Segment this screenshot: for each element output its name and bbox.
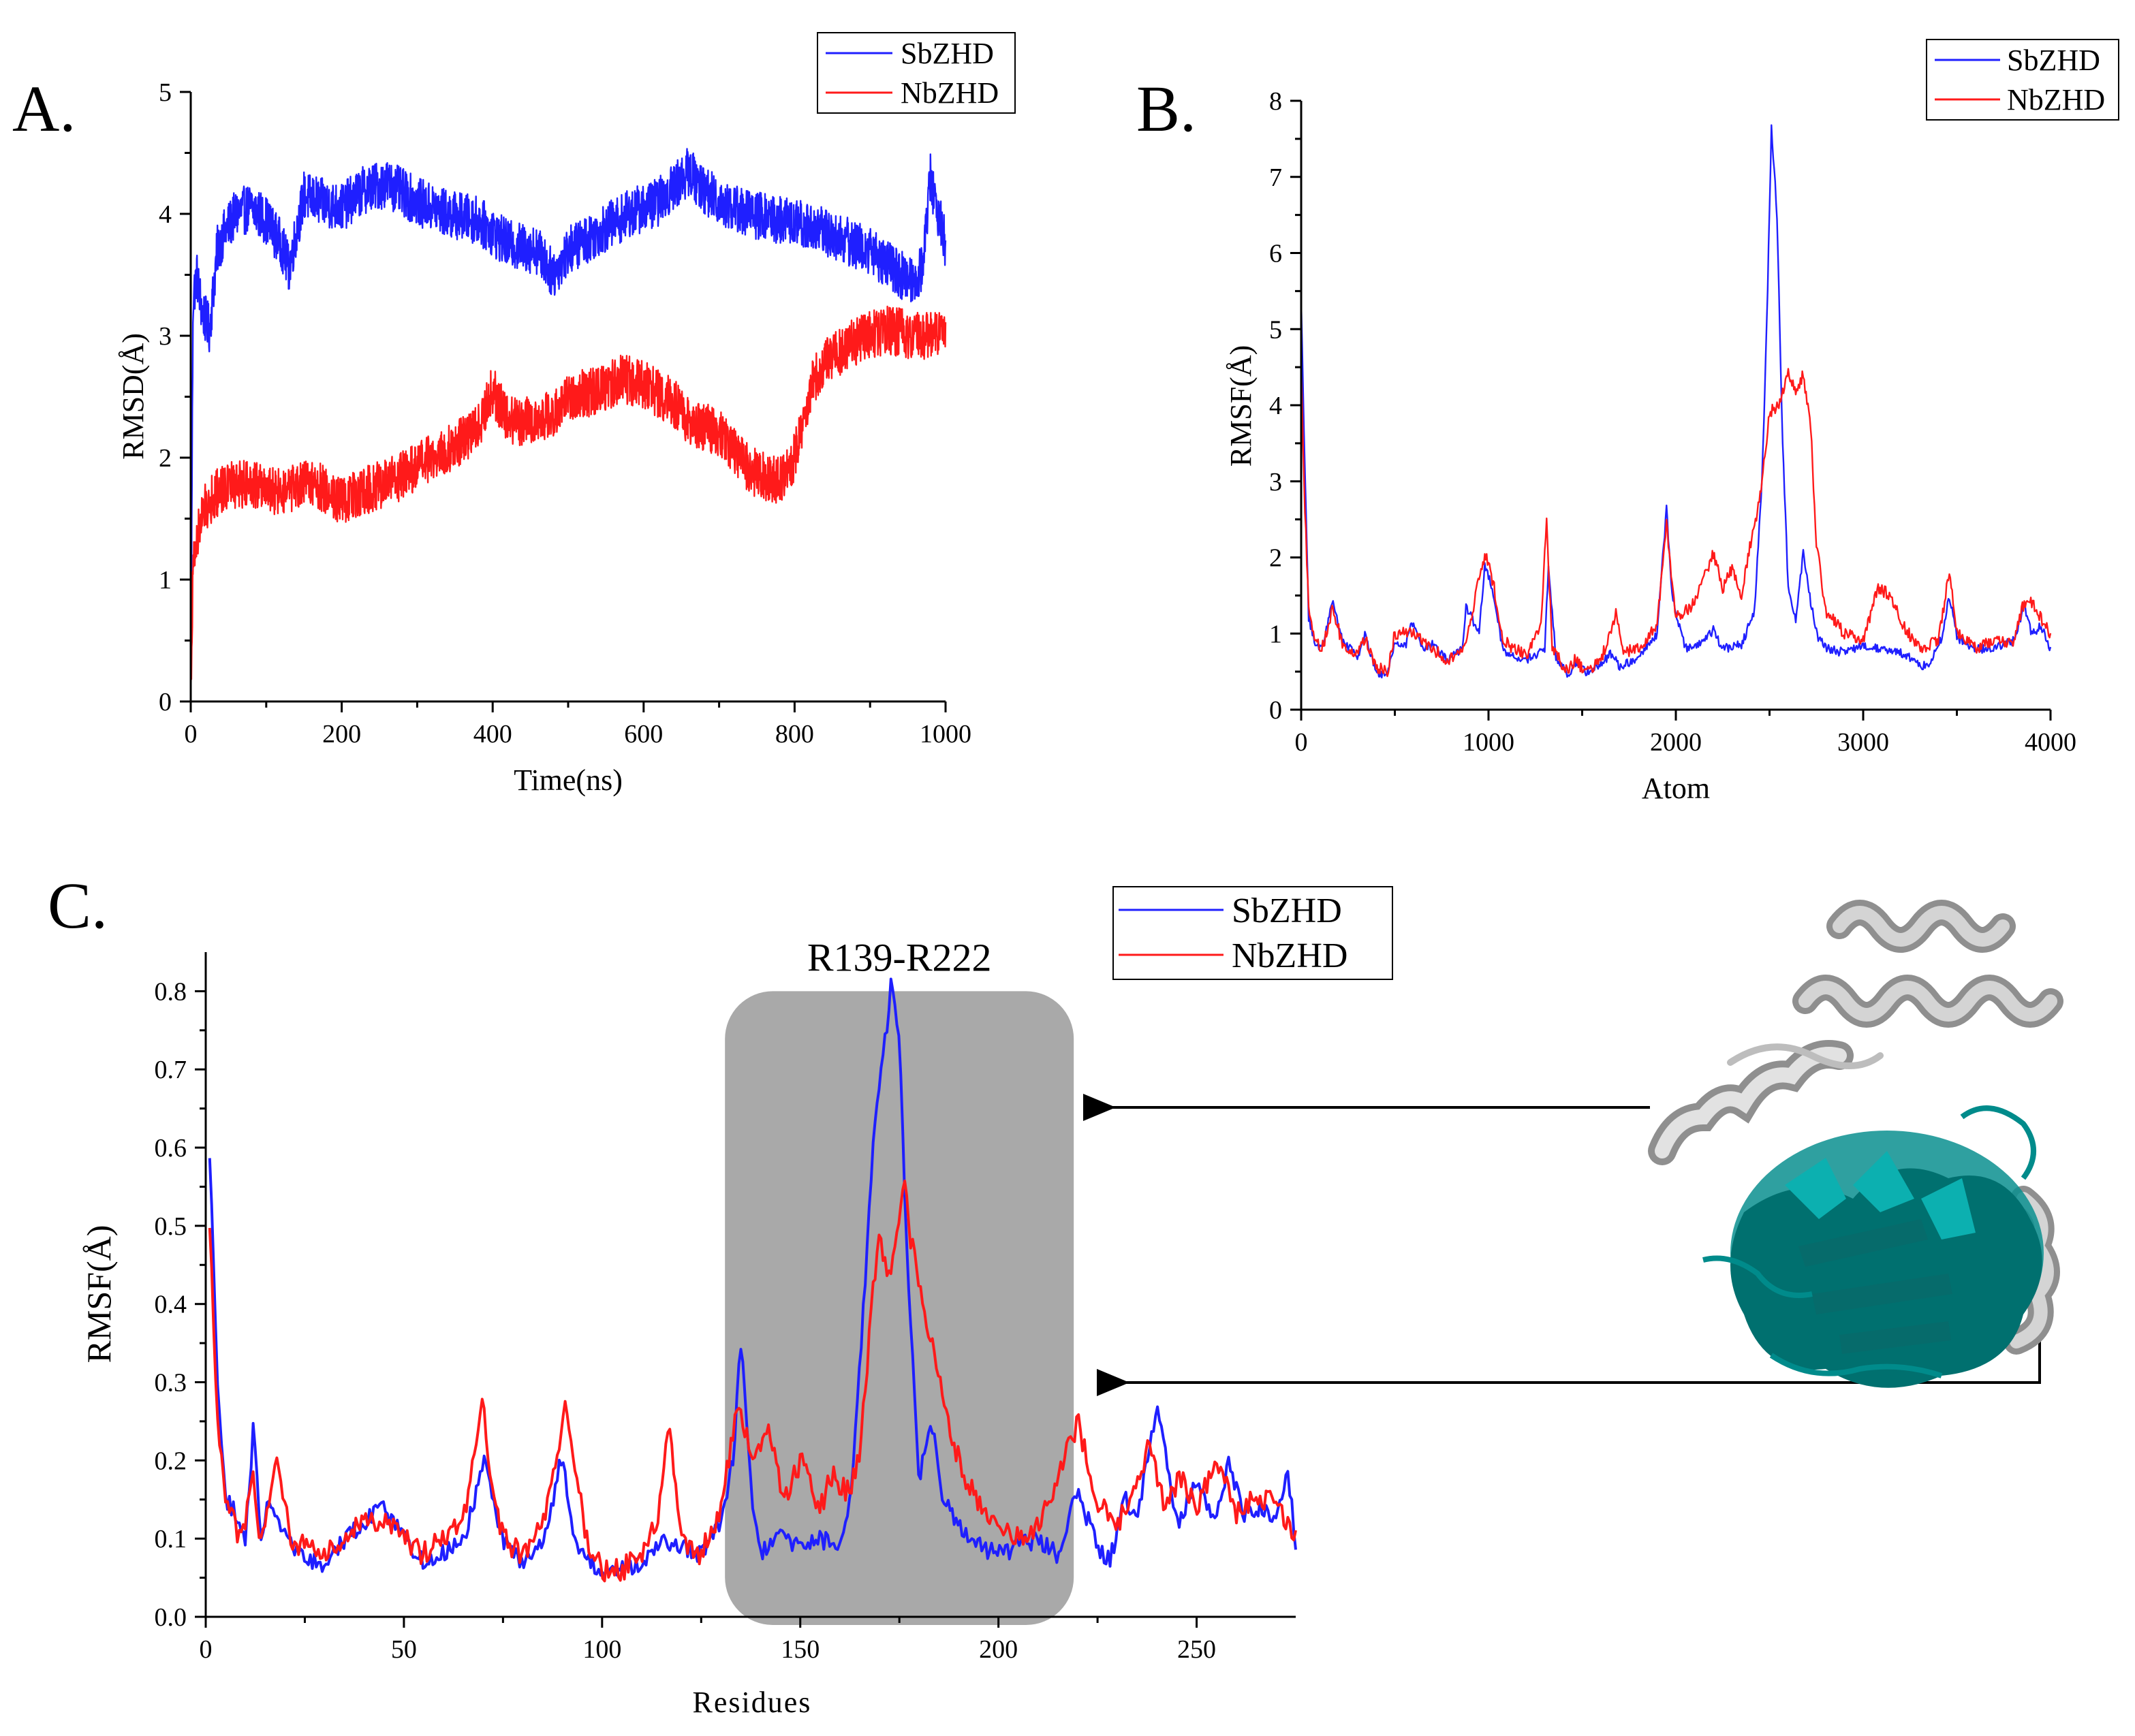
panel-a-y-tick-label: 1	[159, 566, 172, 595]
panel-c-ticks: 0 50 100 150 200 250 0.0 0.1 0.2 0.3 0.4 0.5 0.6 0.7 0…	[155, 977, 1217, 1664]
panel-a-x-title: Time(ns)	[514, 763, 623, 797]
panel-a-y-tick-label: 2	[159, 444, 172, 473]
panel-b-x-title: Atom	[1642, 772, 1710, 805]
panel-a-legend: SbZHD NbZHD	[817, 32, 1016, 114]
panel-b-letter: B.	[1136, 72, 1196, 145]
panel-b-y-tick-label: 1	[1269, 620, 1282, 648]
highlight-region-r139-r222	[725, 991, 1074, 1625]
panel-b-y-tick-label: 3	[1269, 468, 1282, 496]
panel-b-y-tick-label: 8	[1269, 87, 1282, 116]
panel-a-legend-box	[817, 32, 1016, 114]
panel-b-x-tick-label: 3000	[1837, 728, 1889, 757]
highlight-region-label: R139-R222	[807, 935, 992, 979]
panel-c-letter: C.	[48, 869, 108, 942]
panel-a-ticks: 0 200 400 600 800 1000 0 1 2 3 4 5	[159, 78, 971, 748]
panel-c-legend: SbZHD NbZHD	[1112, 886, 1393, 980]
panel-b-y-tick-label: 7	[1269, 163, 1282, 192]
panel-a: A. 0 200 400 600 800 1000 0 1 2 3 4 5 Time(ns) RMSD…	[12, 32, 1016, 797]
panel-a-x-tick-label: 1000	[920, 720, 971, 748]
panel-a-y-tick-label: 3	[159, 322, 172, 351]
panel-a-series-nbzhd	[189, 305, 947, 702]
panel-b: B. 0 1000 2000 3000 4000 0 1 2 3 4 5 6 7 8 Atom RMSF(…	[1136, 39, 2119, 805]
panel-a-series-sbzhd	[189, 148, 947, 702]
panel-b-legend: SbZHD NbZHD	[1926, 39, 2119, 121]
panel-c-legend-box	[1112, 886, 1393, 980]
panel-a-legend-nbzhd: NbZHD	[901, 76, 999, 110]
panel-c-y-title: RMSF(Å)	[80, 1225, 118, 1363]
panel-a-y-tick-label: 4	[159, 200, 172, 229]
panel-b-x-tick-label: 4000	[2025, 728, 2076, 757]
panel-a-legend-sbzhd: SbZHD	[901, 37, 994, 70]
panel-a-x-tick-label: 0	[185, 720, 198, 748]
panel-c-series-nbzhd	[208, 1180, 1297, 1583]
panel-c-legend-nbzhd: NbZHD	[1232, 936, 1347, 975]
panel-c-y-tick-label: 0.2	[155, 1447, 187, 1475]
panel-c-y-tick-label: 0.5	[155, 1212, 187, 1241]
panel-a-x-tick-label: 800	[775, 720, 814, 748]
panel-c-y-tick-label: 0.8	[155, 977, 187, 1006]
panel-b-x-tick-label: 1000	[1463, 728, 1514, 757]
panel-c-series-sbzhd	[208, 977, 1297, 1578]
panel-c-x-tick-label: 50	[391, 1635, 417, 1664]
panel-b-legend-box	[1926, 39, 2119, 121]
panel-b-y-tick-label: 2	[1269, 544, 1282, 573]
protein-structure-image	[1648, 900, 2063, 1388]
panel-c: C. R139-R222 0 50 100 150 200 250 0.0 0.1 0.2 0.3…	[48, 869, 2063, 1719]
panel-a-x-tick-label: 400	[473, 720, 512, 748]
panel-b-x-tick-label: 0	[1295, 728, 1308, 757]
panel-c-y-tick-label: 0.3	[155, 1369, 187, 1398]
panel-b-ticks: 0 1000 2000 3000 4000 0 1 2 3 4 5 6 7 8	[1269, 87, 2076, 757]
protein-teal-core	[1702, 1105, 2044, 1388]
panel-b-plot-area	[1300, 124, 2052, 679]
panel-b-y-tick-label: 0	[1269, 696, 1282, 725]
panel-a-plot-area	[189, 148, 947, 702]
panel-b-series-sbzhd	[1300, 124, 2052, 679]
panel-b-legend-sbzhd: SbZHD	[2007, 44, 2100, 77]
panel-a-x-tick-label: 600	[624, 720, 663, 748]
panel-a-letter: A.	[12, 72, 76, 145]
panel-b-series-nbzhd	[1300, 367, 2052, 678]
panel-c-x-tick-label: 0	[200, 1635, 213, 1664]
panel-c-legend-sbzhd: SbZHD	[1232, 891, 1342, 930]
panel-c-y-tick-label: 0.1	[155, 1525, 187, 1553]
panel-c-x-tick-label: 150	[781, 1635, 820, 1664]
panel-c-y-tick-label: 0.7	[155, 1056, 187, 1084]
panel-b-y-tick-label: 4	[1269, 392, 1282, 420]
protein-gray-helices	[1648, 900, 2063, 1355]
panel-b-x-tick-label: 2000	[1650, 728, 1702, 757]
panel-c-y-tick-label: 0.6	[155, 1134, 187, 1163]
panel-a-y-title: RMSD(Å)	[116, 333, 150, 460]
panel-c-x-tick-label: 100	[582, 1635, 621, 1664]
panel-b-y-title: RMSF(Å)	[1224, 345, 1258, 467]
panel-c-y-tick-label: 0.4	[155, 1291, 187, 1319]
panel-b-y-tick-label: 5	[1269, 315, 1282, 344]
panel-a-y-tick-label: 0	[159, 688, 172, 716]
panel-b-y-tick-label: 6	[1269, 240, 1282, 268]
panel-a-y-tick-label: 5	[159, 78, 172, 107]
panel-c-y-tick-label: 0.0	[155, 1603, 187, 1632]
panel-c-x-tick-label: 200	[979, 1635, 1018, 1664]
panel-c-x-tick-label: 250	[1177, 1635, 1216, 1664]
panel-c-x-title: Residues	[693, 1686, 812, 1719]
panel-c-plot-area	[208, 977, 1297, 1583]
panel-b-legend-nbzhd: NbZHD	[2007, 83, 2105, 116]
panel-a-x-tick-label: 200	[322, 720, 361, 748]
